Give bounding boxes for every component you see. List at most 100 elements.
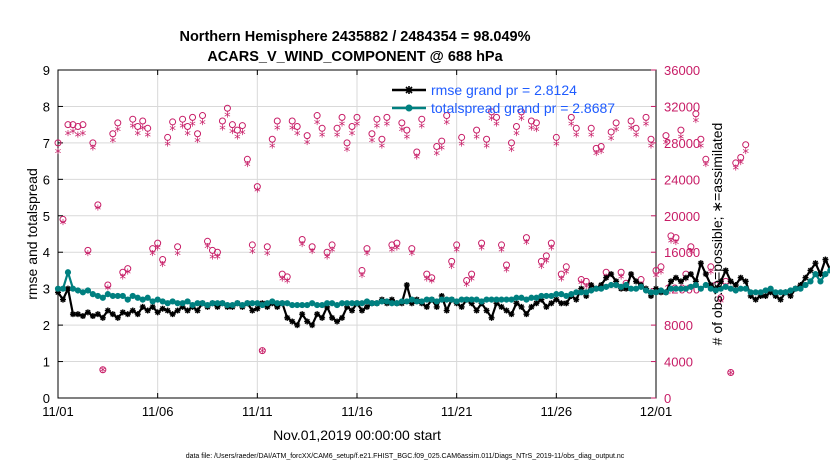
obs-possible-marker xyxy=(448,257,456,265)
left-y-tick-label: 9 xyxy=(43,63,50,78)
left-y-tick-label: 0 xyxy=(43,391,50,406)
x-tick-label: 11/21 xyxy=(441,404,473,419)
rmse-point xyxy=(408,300,415,307)
obs-assimilated-marker: * xyxy=(658,267,665,282)
totalspread-point xyxy=(558,291,565,298)
obs-assimilated-marker: * xyxy=(354,120,361,135)
obs-possible-marker xyxy=(463,276,471,284)
obs-possible-marker xyxy=(228,121,236,129)
rmse-point xyxy=(284,314,291,321)
obs-assimilated-marker: * xyxy=(737,158,744,173)
x-axis-ticks: 11/01 11/06 11/11 11/16 11/21 11/26 12/01 xyxy=(42,70,672,419)
obs-assimilated-marker: * xyxy=(732,163,739,178)
rmse-point xyxy=(403,282,410,289)
obs-possible-marker xyxy=(498,241,506,249)
obs-possible-marker xyxy=(393,239,401,247)
rmse-point xyxy=(274,303,281,310)
totalspread-point xyxy=(304,301,311,309)
obs-possible-marker xyxy=(84,246,92,254)
totalspread-point xyxy=(603,283,610,290)
totalspread-point xyxy=(269,298,276,305)
obs-assimilated-marker: * xyxy=(663,138,670,153)
totalspread-point xyxy=(433,298,440,305)
rmse-point xyxy=(762,292,769,299)
rmse-point xyxy=(628,271,635,278)
obs-assimilated-marker: * xyxy=(134,129,141,144)
rmse-point xyxy=(687,271,694,278)
obs-assimilated-marker: * xyxy=(473,132,480,147)
totalspread-point xyxy=(239,301,246,309)
obs-assimilated-marker: * xyxy=(279,275,286,290)
rmse-point xyxy=(588,282,595,289)
obs-possible-marker xyxy=(597,143,605,151)
obs-assimilated-marker: * xyxy=(204,242,211,257)
obs-possible-marker xyxy=(677,126,685,134)
obs-assimilated-marker: * xyxy=(379,142,386,157)
rmse-point xyxy=(742,278,749,285)
obs-assimilated-marker: * xyxy=(229,127,236,142)
x-tick-label: 12/01 xyxy=(640,404,673,419)
chart-title-line2: ACARS_V_WIND_COMPONENT @ 688 hPa xyxy=(207,49,503,65)
rmse-point xyxy=(543,303,550,310)
rmse-point xyxy=(319,314,326,321)
obs-possible-marker xyxy=(378,135,386,143)
right-y-tick-label: 20000 xyxy=(664,209,700,224)
obs-possible-marker xyxy=(338,113,346,121)
rmse-point xyxy=(309,322,316,329)
totalspread-point xyxy=(388,300,395,307)
left-y-tick-label: 1 xyxy=(43,355,50,370)
obs-assimilated-marker: * xyxy=(628,123,635,138)
totalspread-point xyxy=(139,296,146,303)
totalspread-point xyxy=(657,287,665,294)
obs-possible-marker xyxy=(213,248,221,256)
rmse-point xyxy=(757,292,764,299)
totalspread-point xyxy=(209,300,216,307)
obs-assimilated-marker: * xyxy=(334,131,341,146)
rmse-point xyxy=(134,311,141,318)
rmse-point xyxy=(114,314,121,321)
totalspread-point xyxy=(478,298,485,305)
totalspread-point xyxy=(54,285,62,292)
obs-possible-marker xyxy=(303,132,311,140)
obs-possible-marker xyxy=(268,135,276,143)
obs-assimilated-marker: * xyxy=(424,275,431,290)
obs-possible-marker xyxy=(308,243,316,251)
rmse-point xyxy=(528,303,535,310)
obs-assimilated-marker: * xyxy=(299,240,306,255)
totalspread-point xyxy=(189,301,196,309)
totalspread-point xyxy=(508,296,515,303)
rmse-point xyxy=(787,292,794,299)
totalspread-point xyxy=(383,298,390,305)
totalspread-point xyxy=(627,285,635,292)
obs-assimilated-marker: * xyxy=(443,118,450,133)
obs-assimilated-marker: * xyxy=(693,116,700,131)
obs-assimilated-marker: * xyxy=(154,244,161,259)
obs-possible-marker xyxy=(493,113,501,121)
legend-totalspread-marker xyxy=(405,104,413,112)
obs-assimilated-marker: * xyxy=(593,149,600,164)
obs-assimilated-marker: * xyxy=(488,114,495,129)
obs-assimilated-marker: * xyxy=(70,127,77,142)
totalspread-point xyxy=(563,292,570,300)
rmse-point xyxy=(299,311,306,318)
obs-assimilated-marker: * xyxy=(184,129,191,144)
totalspread-point xyxy=(224,301,231,309)
obs-possible-marker xyxy=(373,115,381,123)
totalspread-point xyxy=(513,294,520,301)
obs-possible-marker xyxy=(328,241,336,249)
obs-possible-marker xyxy=(99,366,107,374)
rmse-point xyxy=(752,296,759,303)
obs-possible-marker xyxy=(717,294,725,302)
rmse-point xyxy=(737,274,744,281)
obs-possible-marker xyxy=(218,117,226,125)
totalspread-point xyxy=(548,292,555,300)
left-y-tick-label: 2 xyxy=(43,318,50,333)
obs-possible-marker xyxy=(89,139,97,147)
totalspread-point xyxy=(827,267,830,274)
data-file-footnote: data file: /Users/raeder/DAI/ATM_forcXX/… xyxy=(186,453,625,460)
obs-possible-marker xyxy=(557,270,565,278)
totalspread-point xyxy=(797,285,804,292)
totalspread-point xyxy=(732,287,739,294)
rmse-point xyxy=(294,322,301,329)
